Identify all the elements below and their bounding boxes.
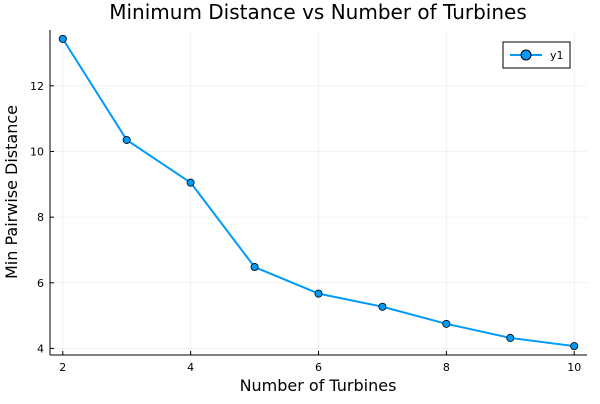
chart-title: Minimum Distance vs Number of Turbines xyxy=(109,0,527,24)
data-point xyxy=(570,342,579,351)
y-tick-label: 6 xyxy=(37,277,44,290)
y-tick-label: 12 xyxy=(30,80,44,93)
y-axis-label: Min Pairwise Distance xyxy=(2,105,21,279)
y-tick-label: 4 xyxy=(37,342,44,355)
data-point xyxy=(442,319,451,328)
legend: y1 xyxy=(502,41,571,69)
y-tick-label: 10 xyxy=(30,145,44,158)
data-point xyxy=(250,263,259,272)
data-point xyxy=(506,333,515,342)
data-point xyxy=(314,289,323,298)
grid-lines xyxy=(50,30,587,355)
x-tick-label: 6 xyxy=(315,361,322,374)
data-point xyxy=(58,34,67,43)
x-axis-label: Number of Turbines xyxy=(240,376,397,395)
x-tick-label: 4 xyxy=(187,361,194,374)
y-tick-label: 8 xyxy=(37,211,44,224)
axis-ticks: 2 4 6 8 10 4 6 8 10 12 xyxy=(30,80,581,374)
data-point xyxy=(186,178,195,187)
x-tick-label: 2 xyxy=(59,361,66,374)
x-tick-label: 10 xyxy=(567,361,581,374)
data-point xyxy=(122,135,131,144)
data-point xyxy=(378,302,387,311)
legend-marker-sample xyxy=(520,49,532,61)
legend-series-label: y1 xyxy=(550,49,564,62)
x-tick-label: 8 xyxy=(443,361,450,374)
series-layer xyxy=(58,34,579,351)
